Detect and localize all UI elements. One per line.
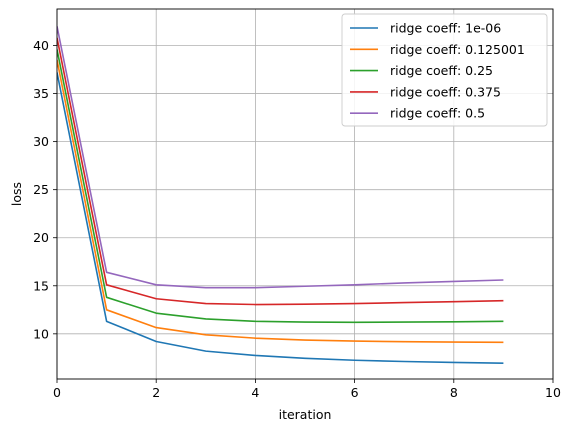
- legend-label: ridge coeff: 1e-06: [390, 21, 501, 36]
- series-line-0: [57, 72, 504, 364]
- x-axis-label: iteration: [279, 407, 332, 422]
- y-tick-label: 10: [33, 326, 49, 341]
- legend-label: ridge coeff: 0.125001: [390, 42, 525, 57]
- legend: ridge coeff: 1e-06 ridge coeff: 0.125001 r…: [341, 13, 548, 127]
- x-tick-label: 0: [53, 385, 61, 400]
- x-tick-label: 8: [450, 385, 458, 400]
- y-tick-label: 15: [33, 278, 49, 293]
- grid: [56, 9, 554, 379]
- x-tick-label: 6: [351, 385, 359, 400]
- legend-label: ridge coeff: 0.375: [390, 84, 501, 99]
- y-tick-label: 25: [33, 182, 49, 197]
- series-line-1: [57, 59, 504, 344]
- plot-frame: [56, 8, 554, 380]
- y-tick-label: 20: [33, 230, 49, 245]
- x-tick-label: 4: [251, 385, 259, 400]
- ticks: 0 2 4 6 8 10 10 15 20 25 30 35 40: [33, 38, 561, 400]
- y-tick-label: 40: [33, 38, 49, 53]
- y-tick-label: 30: [33, 134, 49, 149]
- legend-label: ridge coeff: 0.5: [390, 106, 485, 121]
- x-tick-label: 2: [152, 385, 160, 400]
- series-line-2: [57, 49, 504, 324]
- legend-label: ridge coeff: 0.25: [390, 63, 493, 78]
- legend-box: [341, 13, 548, 127]
- series-layer: [57, 26, 504, 364]
- series-line-3: [57, 37, 504, 306]
- y-tick-label: 35: [33, 86, 49, 101]
- y-axis-label: loss: [9, 182, 24, 206]
- x-tick-label: 10: [545, 385, 561, 400]
- series-line-4: [57, 26, 504, 289]
